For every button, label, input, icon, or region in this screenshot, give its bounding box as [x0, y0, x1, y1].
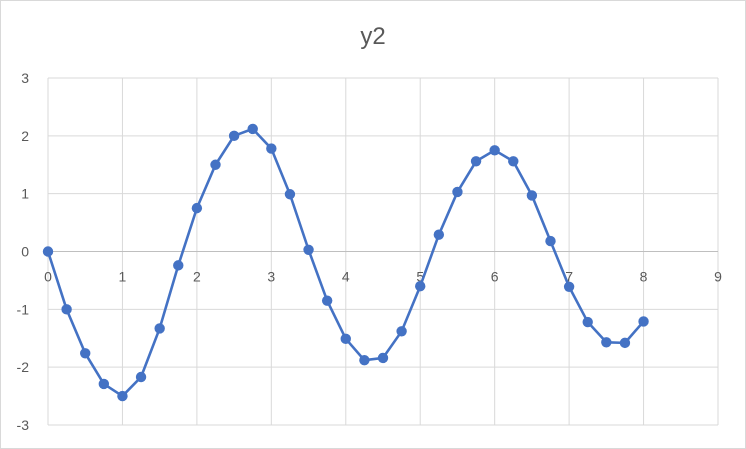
x-tick-label: 9 — [714, 269, 722, 285]
data-point — [247, 123, 258, 135]
data-point — [619, 337, 631, 349]
data-point — [359, 355, 370, 366]
data-point — [638, 316, 649, 327]
y-tick-label: 0 — [21, 244, 29, 260]
data-point — [433, 229, 445, 240]
y-tick-label: 3 — [21, 70, 29, 86]
x-tick-label: 6 — [491, 269, 499, 285]
data-point — [191, 202, 203, 214]
data-point — [601, 337, 612, 348]
data-point — [415, 281, 426, 292]
data-point — [526, 190, 538, 201]
y-tick-label: -1 — [17, 301, 30, 317]
data-point — [452, 186, 463, 198]
x-tick-label: 3 — [267, 269, 275, 285]
data-point — [117, 390, 128, 402]
x-tick-label: 4 — [342, 269, 350, 285]
data-point — [80, 348, 91, 359]
x-tick-label: 0 — [44, 269, 52, 285]
y-tick-label: 2 — [21, 128, 29, 144]
data-point — [266, 143, 277, 154]
data-point — [228, 130, 240, 142]
data-point — [154, 323, 165, 334]
data-point — [321, 295, 333, 306]
data-point — [545, 235, 556, 247]
y-tick-label: -2 — [17, 359, 30, 375]
data-point — [284, 189, 296, 200]
data-point — [210, 159, 221, 170]
data-point — [508, 156, 519, 167]
data-point — [582, 316, 593, 328]
data-point — [396, 326, 407, 337]
data-point — [377, 352, 389, 364]
x-tick-label: 5 — [416, 269, 424, 285]
data-point — [173, 260, 184, 271]
x-tick-label: 7 — [565, 269, 573, 285]
data-point — [42, 246, 54, 257]
y-tick-label: 1 — [21, 186, 29, 202]
data-point — [135, 371, 147, 383]
data-point — [563, 281, 575, 292]
x-tick-label: 1 — [119, 269, 127, 285]
data-point — [470, 156, 482, 167]
data-point — [303, 244, 314, 255]
chart-title: y2 — [360, 23, 386, 50]
data-point — [489, 145, 500, 156]
x-tick-label: 2 — [193, 269, 201, 285]
data-point — [98, 378, 110, 390]
x-tick-label: 8 — [640, 269, 648, 285]
data-point — [340, 333, 351, 345]
data-point — [61, 304, 72, 315]
y-tick-label: -3 — [17, 417, 30, 433]
